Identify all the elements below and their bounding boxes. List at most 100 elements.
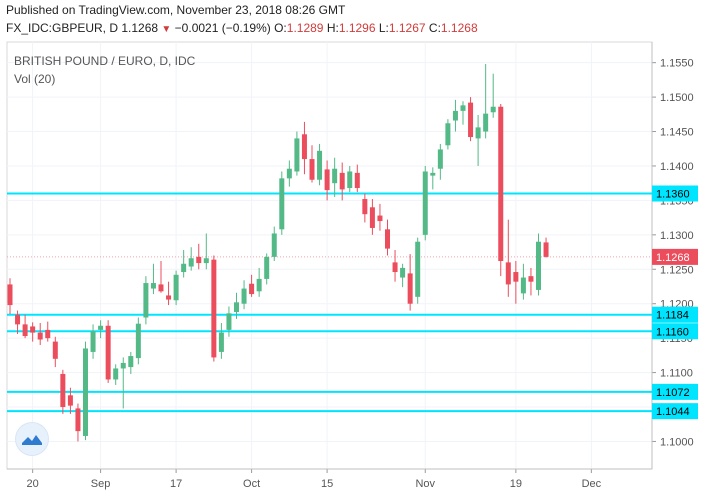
candle-down[interactable] bbox=[45, 329, 51, 339]
candle-up[interactable] bbox=[483, 113, 489, 132]
candle-down[interactable] bbox=[505, 262, 511, 285]
x-tick-label: 17 bbox=[170, 478, 182, 490]
low-value: 1.1267 bbox=[388, 21, 426, 35]
candle-up[interactable] bbox=[520, 277, 526, 294]
candle-up[interactable] bbox=[188, 258, 194, 267]
candle-up[interactable] bbox=[83, 348, 88, 436]
candle-down[interactable] bbox=[369, 207, 375, 228]
candle-up[interactable] bbox=[286, 168, 292, 179]
y-tick-label: 1.1000 bbox=[660, 436, 694, 448]
candle-up[interactable] bbox=[234, 302, 239, 312]
candle-down[interactable] bbox=[407, 273, 413, 304]
candle-up[interactable] bbox=[135, 323, 141, 359]
y-tick-label: 1.1300 bbox=[660, 230, 694, 242]
y-tick-label: 1.1250 bbox=[660, 264, 694, 276]
candle-down[interactable] bbox=[324, 169, 330, 191]
candle-up[interactable] bbox=[113, 368, 119, 380]
candle-down[interactable] bbox=[158, 284, 164, 292]
x-tick-label: Oct bbox=[243, 478, 260, 490]
candle-down[interactable] bbox=[354, 172, 360, 189]
x-tick-label: 19 bbox=[510, 478, 522, 490]
candle-down[interactable] bbox=[52, 341, 58, 359]
symbol-bar: FX_IDC:GBPEUR, D 1.1268 ▼ −0.0021 (−0.19… bbox=[6, 21, 478, 35]
price-label-box bbox=[652, 403, 698, 420]
candle-up[interactable] bbox=[256, 278, 262, 292]
candle-down[interactable] bbox=[166, 295, 172, 300]
candle-down[interactable] bbox=[543, 242, 549, 257]
candle-up[interactable] bbox=[241, 288, 247, 304]
candle-down[interactable] bbox=[377, 215, 383, 222]
candle-up[interactable] bbox=[264, 256, 270, 279]
candle-up[interactable] bbox=[422, 171, 428, 235]
candle-up[interactable] bbox=[181, 263, 187, 273]
candle-up[interactable] bbox=[226, 313, 232, 330]
candle-up[interactable] bbox=[128, 356, 134, 368]
candle-up[interactable] bbox=[203, 258, 209, 264]
candle-up[interactable] bbox=[332, 168, 338, 184]
candle-up[interactable] bbox=[150, 283, 156, 289]
candle-down[interactable] bbox=[67, 395, 73, 406]
candle-down[interactable] bbox=[249, 283, 255, 295]
candle-down[interactable] bbox=[105, 325, 111, 380]
candle-down[interactable] bbox=[513, 272, 519, 282]
y-tick-label: 1.1400 bbox=[660, 161, 694, 173]
candle-up[interactable] bbox=[536, 241, 541, 290]
candle-down[interactable] bbox=[301, 134, 307, 160]
candle-up[interactable] bbox=[452, 110, 458, 121]
x-tick-label: Sep bbox=[91, 478, 111, 490]
candle-up[interactable] bbox=[218, 332, 224, 352]
candle-up[interactable] bbox=[143, 283, 149, 318]
price-label-box bbox=[652, 383, 698, 400]
candle-down[interactable] bbox=[37, 332, 43, 340]
price-label: 1.1072 bbox=[656, 387, 690, 399]
candle-up[interactable] bbox=[279, 178, 285, 230]
high-label: H: bbox=[326, 21, 339, 35]
volume-legend[interactable]: Vol (20) bbox=[14, 72, 56, 86]
candle-down[interactable] bbox=[385, 229, 390, 249]
candle-down[interactable] bbox=[75, 408, 81, 432]
price-label: 1.1360 bbox=[656, 189, 690, 201]
candle-down[interactable] bbox=[60, 373, 66, 408]
close-label: C: bbox=[428, 21, 441, 35]
candle-down[interactable] bbox=[30, 326, 36, 333]
candle-down[interactable] bbox=[528, 276, 534, 282]
candle-up[interactable] bbox=[120, 362, 126, 369]
candle-up[interactable] bbox=[445, 123, 451, 146]
candle-up[interactable] bbox=[347, 171, 353, 189]
candle-down[interactable] bbox=[309, 159, 315, 180]
candle-down[interactable] bbox=[468, 102, 474, 138]
candle-up[interactable] bbox=[294, 138, 300, 172]
candle-up[interactable] bbox=[460, 105, 466, 111]
candle-down[interactable] bbox=[22, 324, 28, 337]
candle-up[interactable] bbox=[90, 331, 96, 352]
tradingview-logo-icon[interactable] bbox=[16, 423, 48, 455]
price-change: −0.0021 (−0.19%) bbox=[174, 21, 271, 35]
plot-area[interactable] bbox=[6, 41, 653, 470]
candle-up[interactable] bbox=[317, 150, 323, 180]
candle-down[interactable] bbox=[339, 172, 345, 190]
candle-up[interactable] bbox=[173, 274, 179, 301]
candle-down[interactable] bbox=[392, 262, 398, 273]
candle-down[interactable] bbox=[498, 106, 504, 262]
candle-down[interactable] bbox=[15, 314, 21, 325]
y-tick-label: 1.1500 bbox=[660, 92, 694, 104]
candle-down[interactable] bbox=[196, 256, 202, 264]
last-price: 1.1268 bbox=[121, 21, 159, 35]
candle-up[interactable] bbox=[437, 149, 443, 169]
x-tick-label: Dec bbox=[582, 478, 602, 490]
candle-up[interactable] bbox=[400, 267, 406, 278]
candle-up[interactable] bbox=[430, 172, 436, 176]
open-value: 1.1289 bbox=[286, 21, 324, 35]
candle-down[interactable] bbox=[211, 259, 217, 358]
close-value: 1.1268 bbox=[440, 21, 478, 35]
candle-up[interactable] bbox=[475, 127, 481, 139]
candle-down[interactable] bbox=[362, 199, 368, 215]
candle-down[interactable] bbox=[7, 284, 13, 306]
candle-up[interactable] bbox=[415, 241, 421, 297]
price-label-box bbox=[652, 306, 698, 323]
candle-up[interactable] bbox=[490, 106, 496, 113]
candle-up[interactable] bbox=[98, 325, 104, 330]
price-label-box bbox=[652, 323, 698, 340]
candle-up[interactable] bbox=[271, 233, 277, 257]
